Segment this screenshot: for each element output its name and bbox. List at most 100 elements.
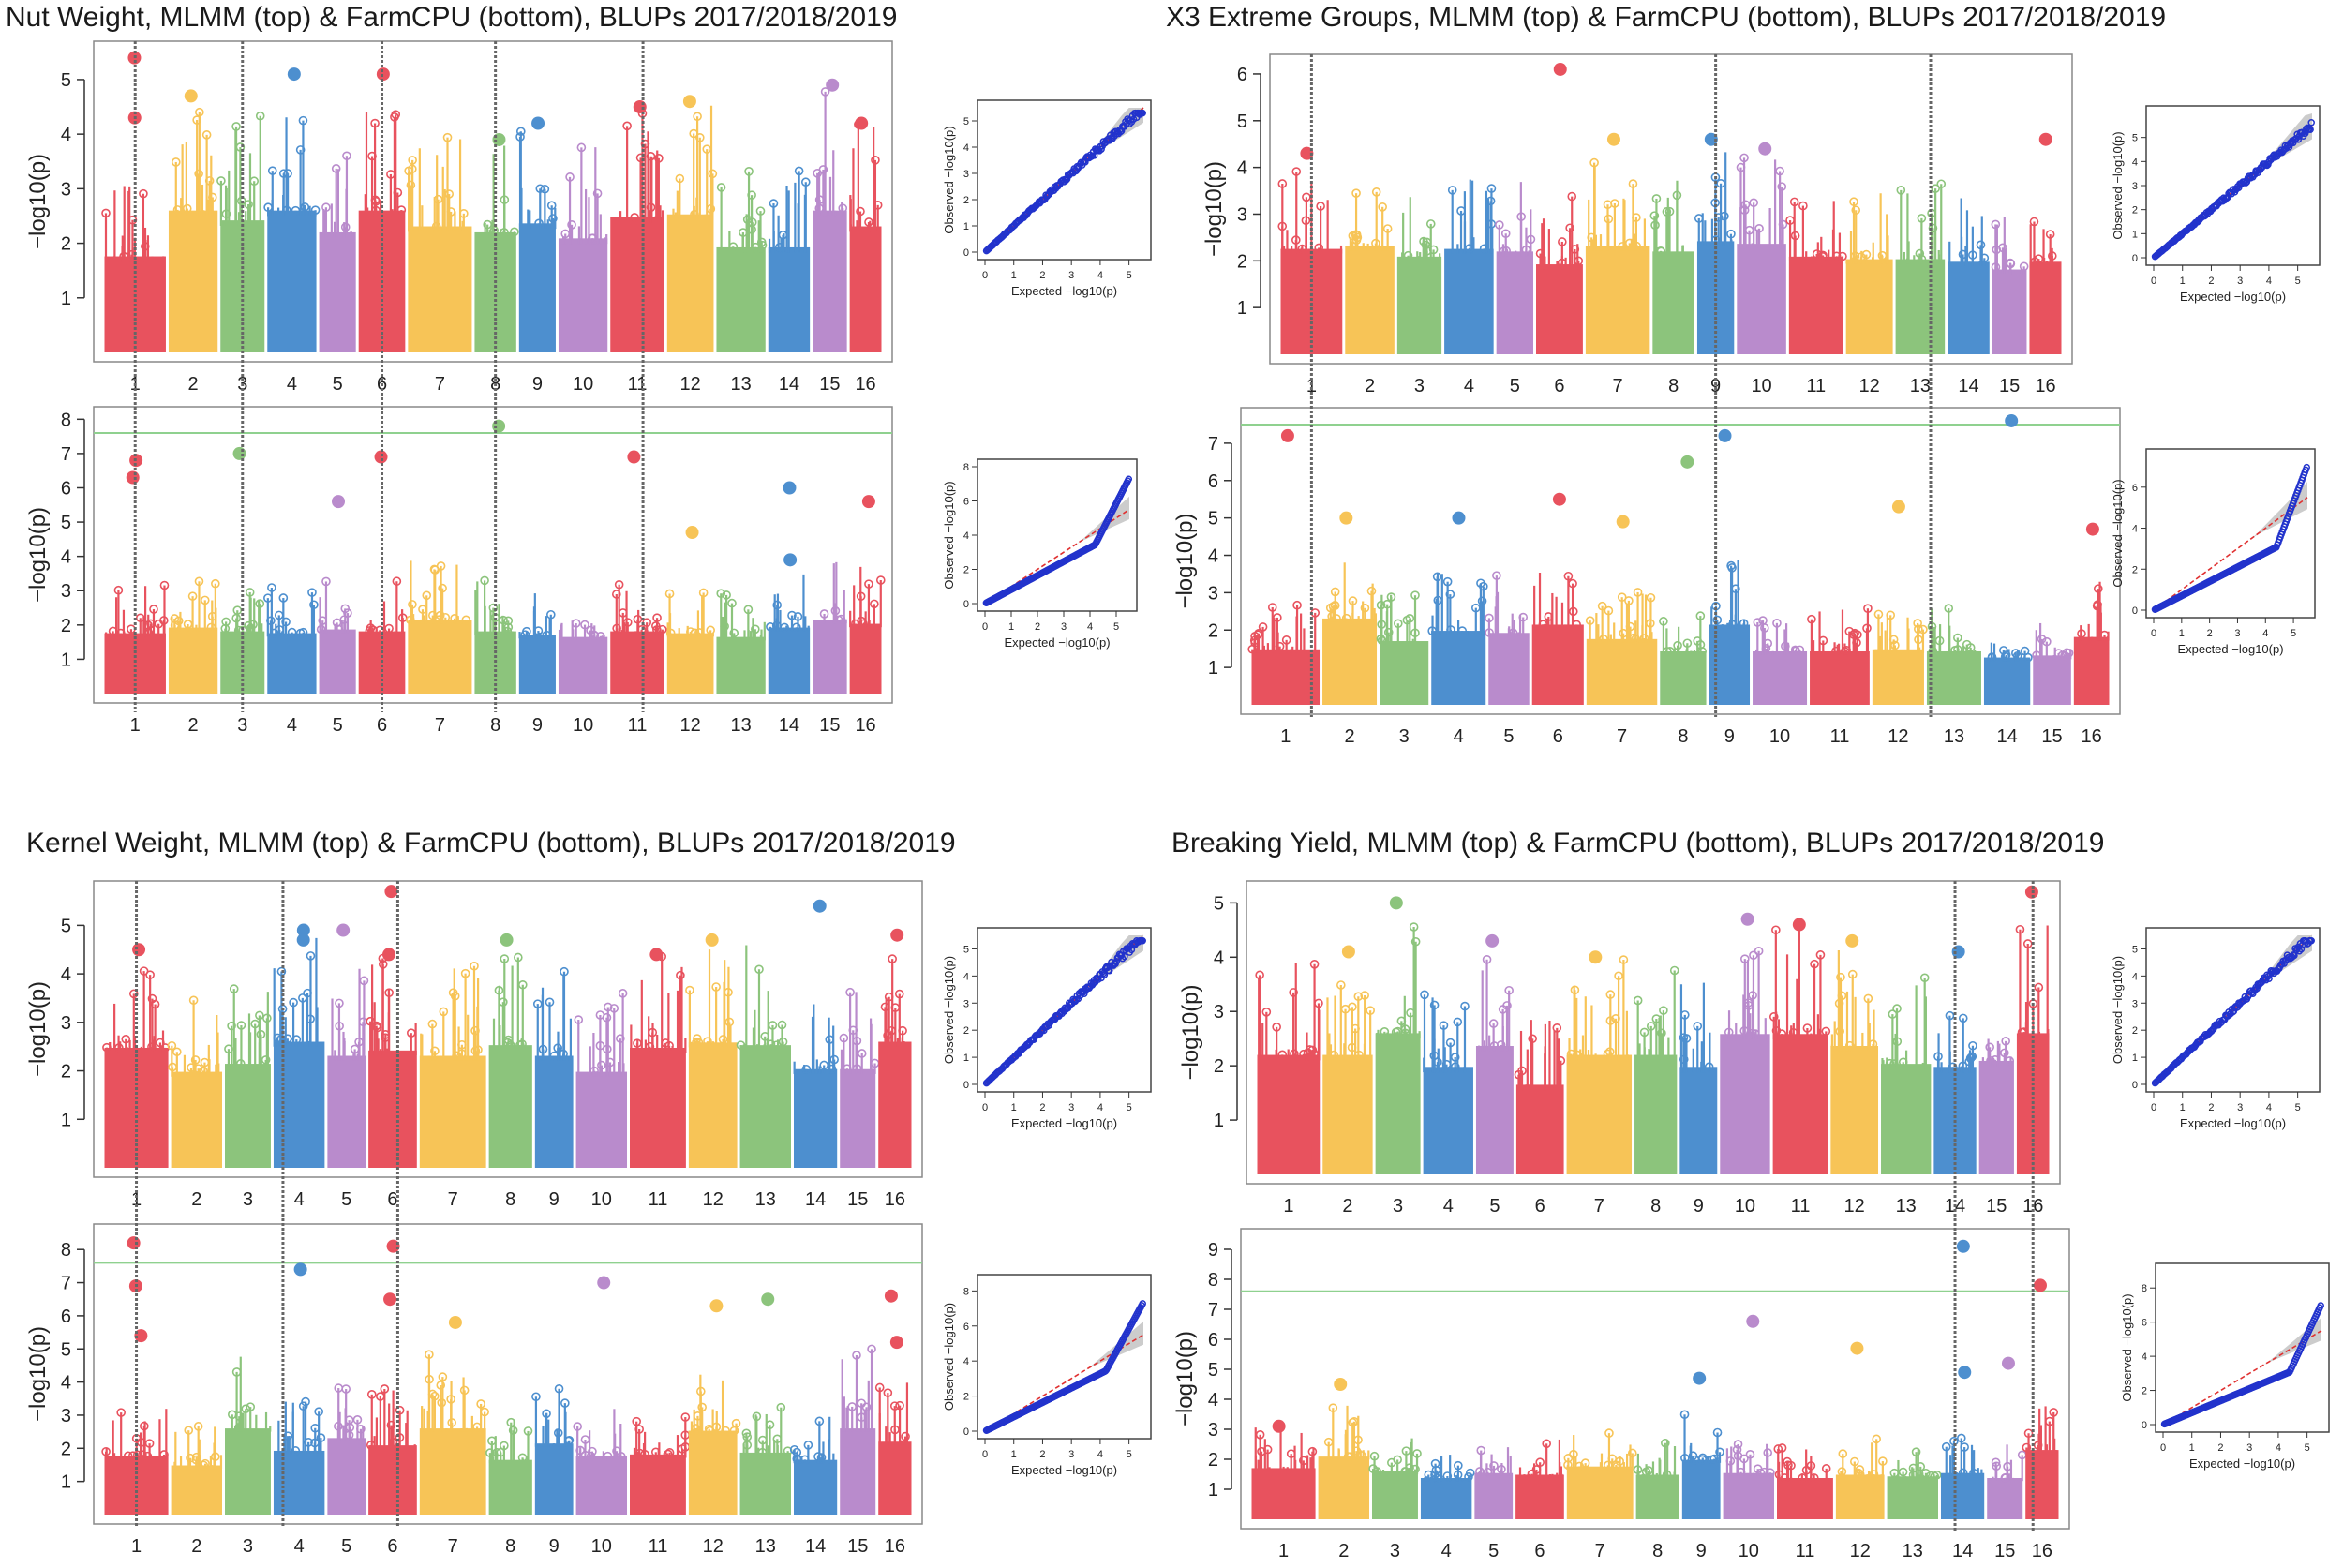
snp-point <box>1273 613 1282 622</box>
snp-point <box>535 184 545 194</box>
snp-point <box>580 620 589 630</box>
snp-point <box>1479 581 1488 591</box>
snp-point <box>1775 166 1784 176</box>
chr-11-snp-band <box>610 217 664 352</box>
chromosome-label: 16 <box>885 1189 905 1210</box>
snp-point <box>689 128 698 139</box>
snp-point <box>690 628 700 638</box>
y-tick-label: 6 <box>61 1307 71 1327</box>
chromosome-label: 15 <box>847 1189 868 1210</box>
snp-point <box>1314 243 1324 253</box>
snp-point <box>194 169 203 179</box>
snp-point <box>766 622 775 632</box>
qq-point <box>1125 475 1133 483</box>
snp-point <box>368 625 378 635</box>
y-tick-label: 2 <box>61 234 71 255</box>
snp-point <box>255 111 265 121</box>
chr-1-snp-band <box>1251 1468 1316 1519</box>
qq-y-tick-label: 4 <box>963 530 969 542</box>
qq-y-tick-label: 0 <box>963 599 969 610</box>
snp-point <box>1428 245 1439 255</box>
chr-12-snp-band <box>1835 1474 1885 1519</box>
qq-y-tick-label: 3 <box>2132 181 2138 192</box>
qq-x-tick-label: 4 <box>2262 628 2268 639</box>
chr-13-snp-band <box>1881 1064 1932 1174</box>
snp-point <box>1662 207 1672 217</box>
snp-point <box>864 579 873 589</box>
snp-point <box>408 600 417 609</box>
snp-point <box>1589 157 1599 168</box>
chromosome-label: 1 <box>131 1536 142 1557</box>
snp-point <box>1277 179 1288 188</box>
qq-y-tick-label: 2 <box>2132 564 2138 575</box>
chr-9-snp-band <box>1679 1067 1718 1174</box>
chromosome-label: 14 <box>1996 726 2017 747</box>
snp-point <box>435 610 445 620</box>
significant-snp <box>597 1276 611 1290</box>
chromosome-label: 12 <box>703 1189 724 1210</box>
chr-13-snp-band <box>739 1045 791 1168</box>
snp-point <box>1587 232 1596 243</box>
chromosome-label: 10 <box>1735 1196 1755 1217</box>
chromosome-label: 15 <box>2041 726 2062 747</box>
snp-point <box>658 624 667 635</box>
panel-frame <box>1240 407 2121 715</box>
snp-point <box>1442 576 1453 587</box>
qq-x-tick-label: 0 <box>982 1102 988 1113</box>
chr-11-snp-band <box>1810 650 1870 705</box>
snp-point <box>1968 250 1977 260</box>
qq-x-tick-label: 5 <box>2291 628 2296 639</box>
panel-frame <box>93 40 893 363</box>
chromosome-label: 11 <box>1806 376 1826 396</box>
significant-snp <box>374 450 388 464</box>
snp-point <box>515 127 526 137</box>
chr-1-snp-band <box>1257 1054 1321 1174</box>
significant-snp <box>761 1292 775 1307</box>
snp-point <box>340 604 351 614</box>
snp-point <box>392 576 402 587</box>
qq-x-tick-label: 1 <box>1008 621 1014 633</box>
y-tick-label: 9 <box>1208 1240 1218 1261</box>
snp-point <box>744 167 754 176</box>
chr-5-snp-band <box>1475 1046 1514 1174</box>
chromosome-label: 11 <box>628 715 648 736</box>
chr-3-snp-band <box>225 1064 271 1168</box>
chromosome-label: 16 <box>885 1536 905 1557</box>
snp-point <box>774 243 784 252</box>
chr-16-snp-band <box>2073 636 2110 705</box>
snp-point <box>298 115 308 126</box>
x3-extreme-groups-farmcpu-qq-plot: 0 1 2 3 4 5 0 2 4 6 Expected −log10(p) Observed −lo… <box>2111 448 2316 656</box>
snp-point <box>652 613 662 622</box>
snp-point <box>1410 628 1420 638</box>
snp-point <box>1624 596 1634 605</box>
nut-weight-farmcpu-qq-plot: 0 1 2 3 4 5 0 2 4 6 8 Expected −log10(p) Observed −l… <box>942 458 1138 650</box>
snp-point <box>1632 213 1641 222</box>
qq-x-tick-label: 5 <box>1127 270 1132 281</box>
qq-y-tick-label: 4 <box>963 971 969 982</box>
chromosome-label: 13 <box>730 715 751 736</box>
snp-point <box>1649 211 1660 220</box>
chromosome-label: 8 <box>505 1536 515 1557</box>
snp-point <box>1360 603 1370 613</box>
significant-snp <box>1956 1239 1970 1253</box>
y-axis-label: −log10(p) <box>1201 161 1227 257</box>
background-snp-cloud <box>102 937 912 1168</box>
chromosome-label: 15 <box>819 715 840 736</box>
snp-point <box>1292 600 1302 610</box>
significant-snp <box>1339 511 1353 525</box>
chr-15-snp-band <box>1978 1060 2014 1174</box>
snp-point <box>144 628 154 638</box>
snp-point <box>1316 202 1325 211</box>
qq-x-tick-label: 3 <box>2237 276 2243 287</box>
snp-point <box>1376 600 1386 610</box>
snp-point <box>204 176 215 186</box>
significant-snp <box>682 95 696 109</box>
snp-point <box>1772 619 1782 628</box>
y-tick-label: 7 <box>1208 1300 1218 1321</box>
chromosome-label: 2 <box>1365 376 1375 396</box>
significant-snp <box>1389 896 1403 910</box>
snp-point <box>446 207 455 217</box>
snp-point <box>307 588 317 597</box>
snp-point <box>1604 605 1614 616</box>
